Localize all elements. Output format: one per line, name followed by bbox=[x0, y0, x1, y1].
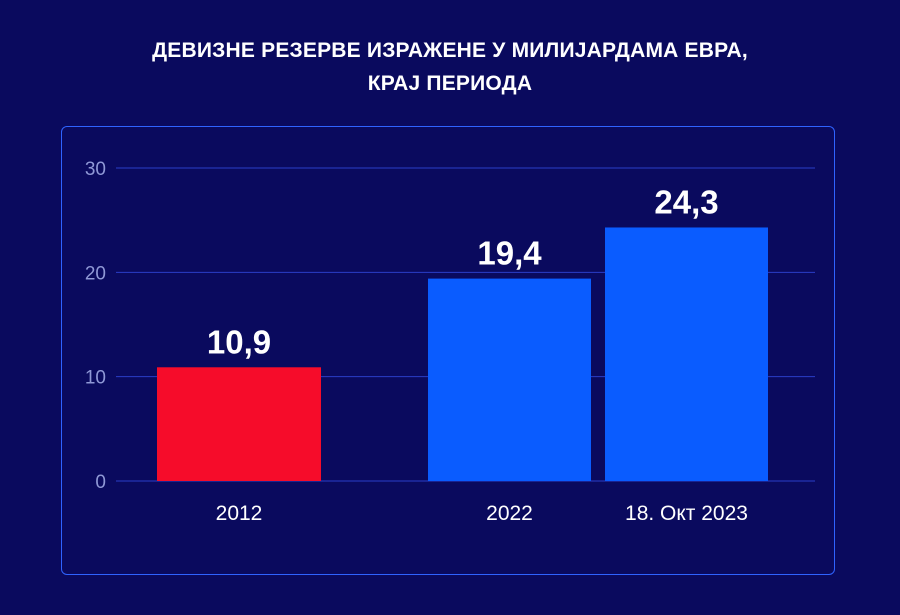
bar-2 bbox=[605, 227, 768, 481]
bar-value-label-1: 19,4 bbox=[477, 235, 542, 272]
category-label-2: 18. Окт 2023 bbox=[625, 502, 748, 525]
chart-title-line-1: ДЕВИЗНЕ РЕЗЕРВЕ ИЗРАЖЕНЕ У МИЛИЈАРДАМА Е… bbox=[152, 39, 748, 62]
y-tick-label-30: 30 bbox=[85, 159, 106, 180]
chart-title-line-2: КРАЈ ПЕРИОДА bbox=[367, 72, 533, 95]
y-tick-label-0: 0 bbox=[95, 472, 106, 493]
category-label-0: 2012 bbox=[216, 502, 263, 525]
chart-panel bbox=[61, 126, 835, 575]
category-label-1: 2022 bbox=[486, 502, 533, 525]
bar-1 bbox=[428, 278, 591, 481]
bar-value-label-0: 10,9 bbox=[207, 323, 271, 360]
y-tick-label-10: 10 bbox=[85, 368, 106, 389]
chart-title: ДЕВИЗНЕ РЕЗЕРВЕ ИЗРАЖЕНЕ У МИЛИЈАРДАМА Е… bbox=[0, 34, 900, 100]
bar-0 bbox=[157, 367, 321, 481]
bar-value-label-2: 24,3 bbox=[654, 183, 718, 220]
y-tick-label-20: 20 bbox=[85, 263, 106, 284]
